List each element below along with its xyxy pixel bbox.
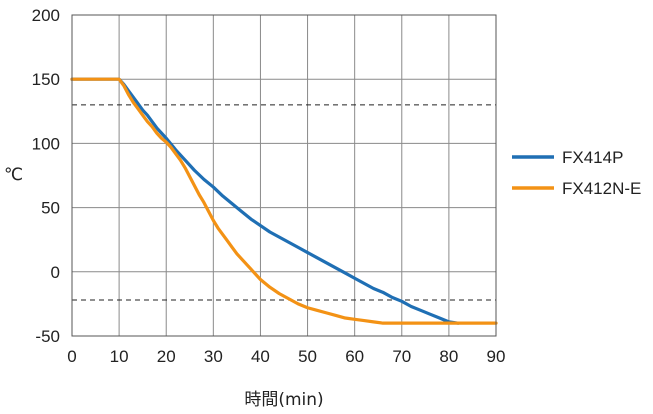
x-tick-label: 0 [67,347,76,366]
y-tick-label: 0 [51,263,60,282]
tick-labels: 0 10 20 30 40 50 60 70 80 90 -50 0 50 100 150 200 [32,6,506,366]
x-tick-label: 50 [298,347,317,366]
x-tick-label: 30 [204,347,223,366]
series-line-0 [70,77,460,325]
x-tick-label: 40 [251,347,270,366]
y-tick-label: 150 [32,70,60,89]
x-tick-label: 60 [345,347,364,366]
y-tick-label: -50 [35,327,60,346]
data-series [70,77,498,325]
series-line-1 [70,77,498,325]
x-tick-label: 10 [110,347,129,366]
x-tick-label: 20 [157,347,176,366]
plot-frame [71,14,497,337]
legend-label-1: FX412N-E [562,179,641,198]
x-tick-label: 70 [392,347,411,366]
y-axis-label: ℃ [4,165,23,185]
y-tick-label: 100 [32,134,60,153]
legend-label-0: FX414P [562,148,623,167]
y-tick-label: 200 [32,6,60,25]
legend: FX414P FX412N-E [512,148,641,198]
y-tick-label: 50 [41,199,60,218]
reference-lines [72,104,496,301]
x-tick-label: 90 [487,347,506,366]
x-axis-label: 時間(min) [244,390,323,410]
x-tick-label: 80 [439,347,458,366]
grid-lines [71,14,497,337]
